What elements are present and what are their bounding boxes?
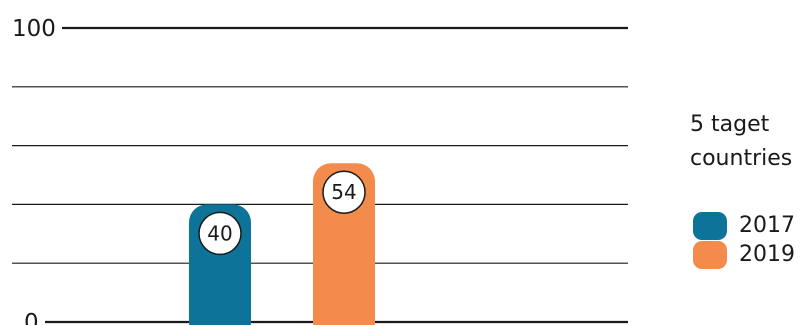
legend-swatch-2019 bbox=[693, 241, 727, 269]
legend-title: 5 taget countries bbox=[690, 112, 793, 171]
value-label-2019: 54 bbox=[331, 180, 356, 204]
legend-item-2019: 2019 bbox=[693, 240, 795, 270]
y-tick-label-min: 0 bbox=[24, 310, 39, 325]
legend-item-2017: 2017 bbox=[693, 211, 795, 241]
legend-label-2019: 2019 bbox=[739, 242, 795, 267]
value-label-circle-2017 bbox=[198, 211, 242, 256]
value-label-2017: 40 bbox=[207, 221, 232, 245]
y-tick-label-max: 100 bbox=[12, 16, 56, 42]
value-label-circle-2019 bbox=[322, 170, 366, 214]
legend-label-2017: 2017 bbox=[739, 213, 795, 238]
value-labels: 40 54 bbox=[198, 170, 366, 256]
legend-swatch-2017 bbox=[693, 212, 727, 240]
